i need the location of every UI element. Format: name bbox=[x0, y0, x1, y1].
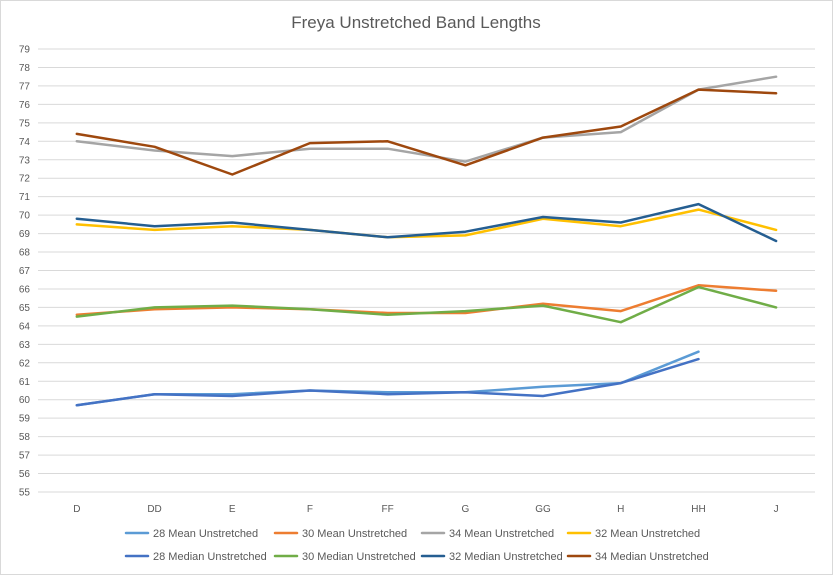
y-tick-label: 75 bbox=[19, 118, 31, 129]
x-tick-label: F bbox=[307, 504, 313, 515]
y-axis-ticks: 55 56 57 58 59 60 61 62 63 64 65 66 67 68 69 70 71 72 73 74… bbox=[19, 45, 31, 499]
legend-label: 30 Median Unstretched bbox=[302, 551, 416, 563]
y-tick-label: 63 bbox=[19, 340, 31, 351]
chart-title: Freya Unstretched Band Lengths bbox=[291, 13, 540, 32]
x-tick-label: GG bbox=[535, 504, 551, 515]
x-axis-ticks: D DD E F FF G GG H HH J bbox=[73, 504, 778, 515]
legend-label: 28 Median Unstretched bbox=[153, 551, 267, 563]
y-tick-label: 55 bbox=[19, 488, 31, 499]
y-tick-label: 69 bbox=[19, 229, 31, 240]
y-tick-label: 77 bbox=[19, 81, 31, 92]
y-tick-label: 68 bbox=[19, 248, 31, 259]
y-tick-label: 65 bbox=[19, 303, 31, 314]
legend: 28 Mean Unstretched 30 Mean Unstretched 34… bbox=[124, 528, 709, 563]
series-line-30-median-unstretched bbox=[75, 285, 778, 324]
y-tick-label: 66 bbox=[19, 284, 31, 295]
series-line-34-median-unstretched bbox=[75, 88, 778, 176]
legend-label: 28 Mean Unstretched bbox=[153, 528, 258, 540]
x-tick-label: FF bbox=[382, 504, 394, 515]
y-tick-label: 70 bbox=[19, 211, 31, 222]
y-tick-label: 58 bbox=[19, 432, 31, 443]
y-tick-label: 78 bbox=[19, 63, 31, 74]
series-line-32-median-unstretched bbox=[75, 202, 778, 243]
series-line-34-mean-unstretched bbox=[75, 75, 778, 163]
series-line-28-median-unstretched bbox=[75, 357, 700, 407]
x-tick-label: DD bbox=[147, 504, 161, 515]
x-tick-label: J bbox=[774, 504, 779, 515]
legend-label: 34 Median Unstretched bbox=[595, 551, 709, 563]
y-tick-label: 59 bbox=[19, 414, 31, 425]
x-tick-label: E bbox=[229, 504, 236, 515]
y-tick-label: 61 bbox=[19, 377, 31, 388]
series-lines bbox=[75, 75, 778, 407]
y-tick-label: 74 bbox=[19, 137, 31, 148]
gridlines bbox=[38, 48, 815, 493]
legend-label: 30 Mean Unstretched bbox=[302, 528, 407, 540]
x-tick-label: H bbox=[617, 504, 624, 515]
y-tick-label: 76 bbox=[19, 100, 31, 111]
legend-label: 32 Median Unstretched bbox=[449, 551, 563, 563]
y-tick-label: 71 bbox=[19, 192, 31, 203]
y-tick-label: 57 bbox=[19, 451, 31, 462]
y-tick-label: 60 bbox=[19, 395, 31, 406]
legend-label: 34 Mean Unstretched bbox=[449, 528, 554, 540]
series-line-28-mean-unstretched bbox=[75, 350, 700, 407]
y-tick-label: 73 bbox=[19, 155, 31, 166]
y-tick-label: 62 bbox=[19, 358, 31, 369]
x-tick-label: HH bbox=[691, 504, 705, 515]
x-tick-label: D bbox=[73, 504, 80, 515]
series-line-32-mean-unstretched bbox=[75, 208, 778, 239]
y-tick-label: 64 bbox=[19, 321, 31, 332]
y-tick-label: 72 bbox=[19, 174, 31, 185]
y-tick-label: 67 bbox=[19, 266, 31, 277]
x-tick-label: G bbox=[461, 504, 469, 515]
legend-label: 32 Mean Unstretched bbox=[595, 528, 700, 540]
y-tick-label: 56 bbox=[19, 469, 31, 480]
y-tick-label: 79 bbox=[19, 45, 31, 56]
